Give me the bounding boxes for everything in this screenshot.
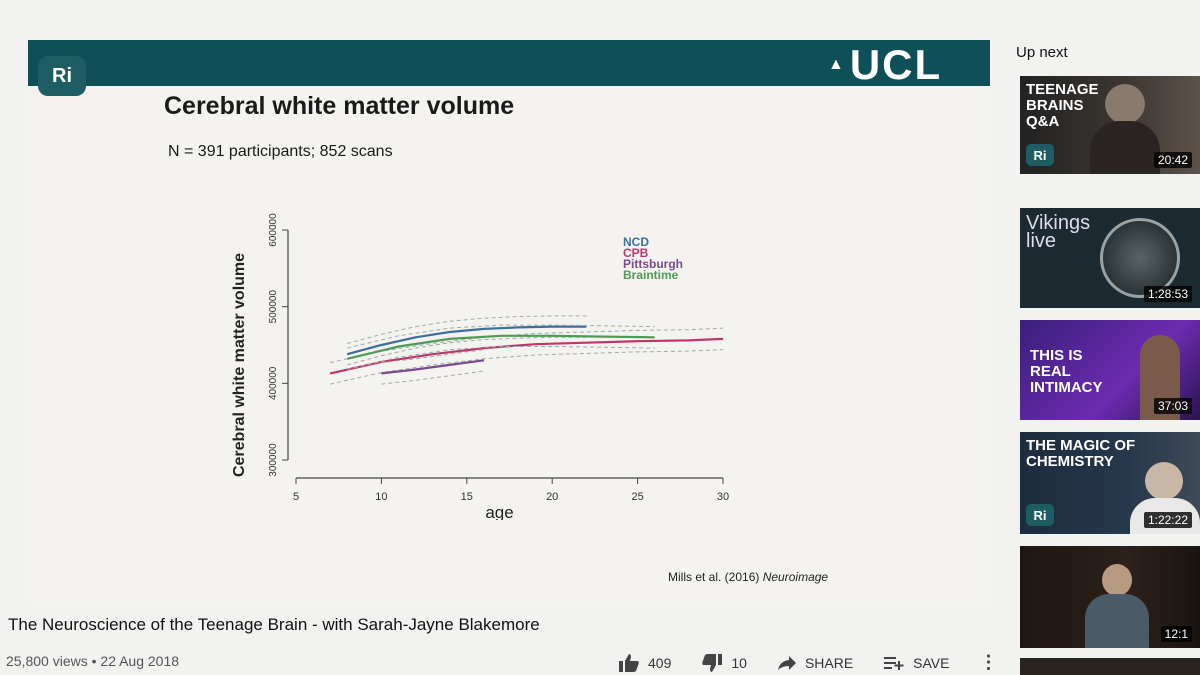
- confidence-band-upper: [347, 324, 655, 349]
- legend-entry-cpb: CPB: [623, 246, 649, 260]
- series-line-braintime: [346, 334, 655, 360]
- series-line-ncd: [346, 325, 587, 356]
- dislike-count: 10: [731, 654, 747, 671]
- save-button[interactable]: SAVE: [883, 655, 949, 671]
- duration-badge: 1:28:53: [1143, 286, 1192, 302]
- x-axis-label: age: [485, 503, 513, 520]
- up-next-item-magic-of-chemistry[interactable]: THE MAGIC OF CHEMISTRY Ri 1:22:22: [1020, 432, 1200, 534]
- thumb-title: TEENAGE BRAINS Q&A: [1026, 81, 1099, 130]
- ucl-logo-text: UCL: [849, 41, 943, 88]
- more-icon: ⋮: [979, 652, 998, 672]
- ri-badge: Ri: [1026, 504, 1054, 526]
- like-button[interactable]: 409: [618, 653, 671, 673]
- thumb-title: THIS IS REAL INTIMACY: [1030, 347, 1103, 396]
- speaker-body-shape: [1085, 594, 1149, 648]
- confidence-band-lower: [347, 346, 655, 370]
- x-tick-label: 25: [631, 491, 643, 503]
- up-next-item-speaker-talk[interactable]: 12:1: [1020, 546, 1200, 648]
- y-tick-label: 600000: [268, 213, 279, 247]
- citation: Mills et al. (2016) Neuroimage: [668, 570, 828, 584]
- thumb-title: THE MAGIC OF CHEMISTRY: [1026, 437, 1136, 470]
- video-actions: 409 10 SHARE SAVE ⋮: [618, 652, 1027, 673]
- legend-entry-pittsburgh: Pittsburgh: [623, 257, 683, 271]
- video-title: The Neuroscience of the Teenage Brain - …: [8, 615, 540, 634]
- up-next-label: Up next: [1016, 44, 1068, 61]
- view-count: 25,800 views: [6, 653, 88, 669]
- x-tick-label: 5: [293, 491, 299, 503]
- y-axis-label: Cerebral white matter volume: [231, 253, 248, 477]
- white-matter-chart: 5 10 15 20 25 30 300000 400000 500000 600000 age Ce…: [231, 213, 729, 520]
- x-tick-label: 10: [375, 491, 387, 503]
- series-line-pittsburgh: [381, 359, 485, 375]
- brooch-image: [1100, 218, 1180, 298]
- citation-journal: Neuroimage: [762, 570, 829, 584]
- speaker-head-shape: [1105, 84, 1145, 124]
- slide-title: Cerebral white matter volume: [164, 92, 515, 120]
- ucl-dome-icon: ▲: [828, 56, 846, 73]
- up-next-item-real-intimacy[interactable]: THIS IS REAL INTIMACY 37:03: [1020, 320, 1200, 420]
- up-next-item-vikings-live[interactable]: Vikings live 1:28:53: [1020, 208, 1200, 308]
- duration-badge: 20:42: [1153, 152, 1192, 168]
- y-tick-label: 400000: [268, 366, 279, 400]
- x-tick-label: 30: [717, 491, 729, 503]
- more-actions-button[interactable]: ⋮: [979, 652, 997, 673]
- playlist-add-icon: [884, 656, 904, 670]
- up-next-item-teenage-brains[interactable]: TEENAGE BRAINS Q&A Ri 20:42: [1020, 76, 1200, 174]
- y-tick-label: 500000: [268, 290, 279, 324]
- meta-separator: •: [91, 653, 97, 669]
- x-tick-label: 20: [546, 491, 558, 503]
- ri-badge: Ri: [1026, 144, 1054, 166]
- video-meta: 25,800 views • 22 Aug 2018: [6, 653, 179, 669]
- x-tick-label: 15: [461, 491, 473, 503]
- ucl-logo: ▲ UCL: [828, 41, 942, 88]
- slide-subtitle: N = 391 participants; 852 scans: [168, 143, 393, 160]
- duration-badge: 12:1: [1160, 626, 1192, 642]
- speaker-head-shape: [1102, 564, 1132, 596]
- confidence-band-lower: [330, 349, 724, 385]
- confidence-band-upper: [381, 349, 484, 364]
- share-button[interactable]: SHARE: [777, 655, 853, 671]
- share-icon: [777, 655, 796, 670]
- y-tick-label: 300000: [268, 443, 279, 477]
- like-count: 409: [648, 654, 672, 671]
- confidence-band-lower: [347, 336, 587, 366]
- dislike-button[interactable]: 10: [701, 653, 747, 673]
- legend-entry-ncd: NCD: [623, 235, 649, 249]
- confidence-band-upper: [330, 327, 724, 364]
- speaker-head-shape: [1145, 462, 1183, 500]
- up-next-item-partial[interactable]: [1020, 658, 1200, 675]
- confidence-band-upper: [347, 315, 587, 344]
- citation-authors: Mills et al. (2016): [668, 570, 760, 584]
- duration-badge: 1:22:22: [1143, 512, 1192, 528]
- thumbs-down-icon: [702, 653, 723, 672]
- speaker-body-shape: [1090, 121, 1160, 174]
- duration-badge: 37:03: [1153, 398, 1192, 414]
- share-label: SHARE: [804, 654, 854, 671]
- series-line-cpb: [329, 337, 724, 375]
- slide-header-bar: [28, 40, 990, 86]
- thumbs-up-icon: [619, 653, 639, 672]
- upload-date: 22 Aug 2018: [100, 653, 180, 669]
- ri-logo: Ri: [38, 56, 86, 96]
- video-player[interactable]: Ri ▲ UCL Cerebral white matter volume N …: [28, 40, 990, 605]
- thumb-title: Vikings live: [1026, 212, 1091, 252]
- legend-entry-braintime: Braintime: [623, 268, 679, 282]
- confidence-band-lower: [381, 370, 484, 385]
- save-label: SAVE: [913, 654, 950, 671]
